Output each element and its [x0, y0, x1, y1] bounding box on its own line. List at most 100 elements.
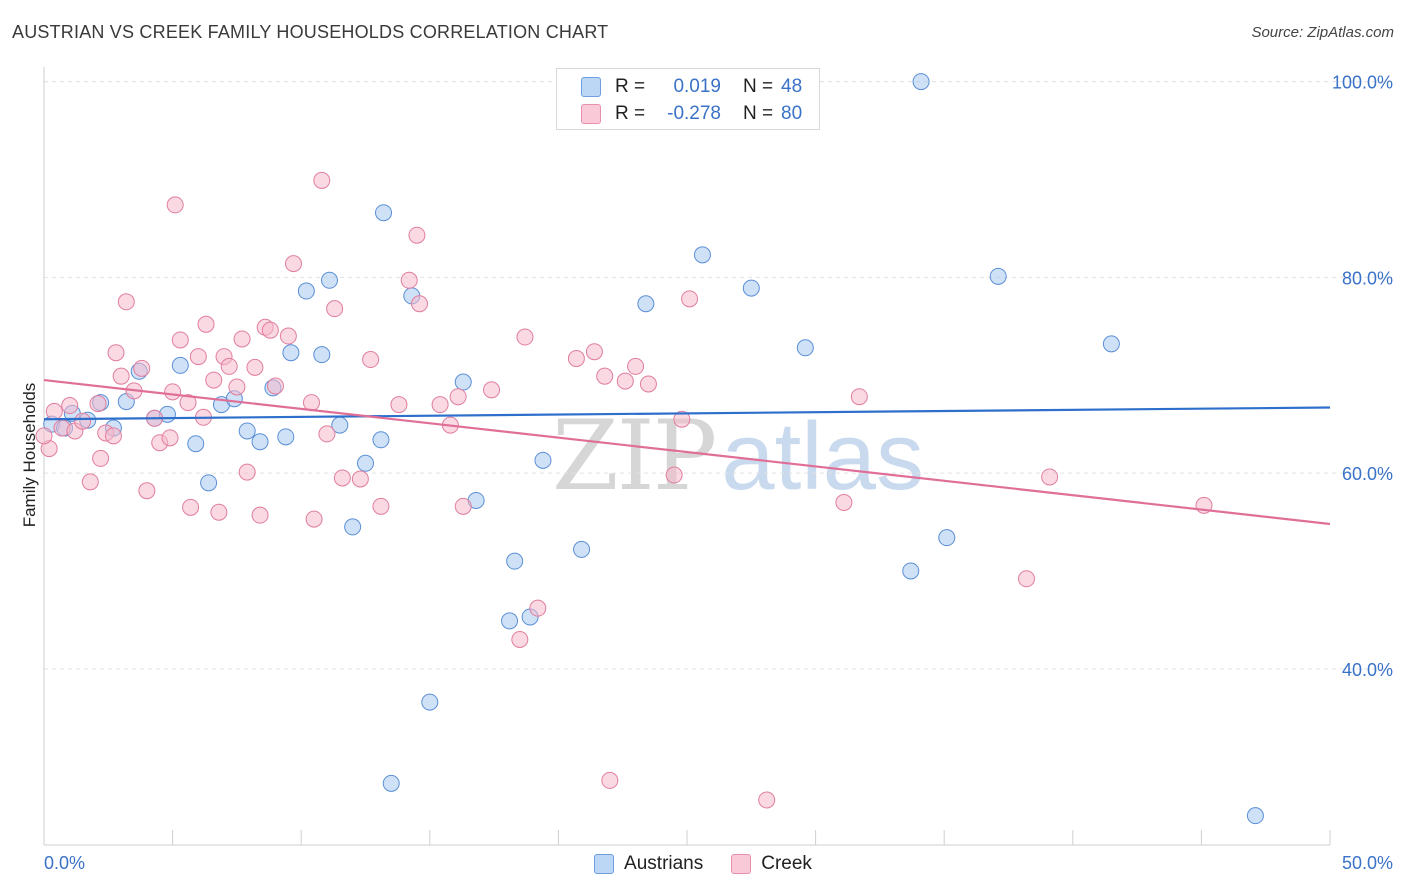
- legend-row-creek: R = -0.278 N = 80: [581, 102, 802, 126]
- creek-point: [431, 396, 449, 414]
- austrians-point: [1102, 335, 1120, 353]
- creek-point: [601, 771, 619, 789]
- austrians-point: [357, 454, 374, 472]
- creek-point: [220, 357, 238, 375]
- creek-point: [89, 395, 107, 413]
- creek-point: [411, 295, 429, 313]
- austrians-point: [313, 346, 331, 364]
- creek-point: [351, 470, 369, 488]
- legend-item-austrians: Austrians: [594, 853, 703, 875]
- creek-point: [681, 290, 699, 308]
- x-tick-label: 50.0%: [1342, 853, 1393, 873]
- austrians-point: [938, 529, 956, 547]
- creek-point: [305, 510, 323, 528]
- creek-point: [665, 466, 683, 484]
- creek-point: [179, 394, 197, 412]
- creek-point: [362, 351, 380, 369]
- creek-point: [516, 328, 534, 346]
- austrians-n-value: 48: [781, 76, 803, 97]
- y-tick-label: 80.0%: [1342, 268, 1393, 288]
- creek-point: [567, 350, 585, 368]
- creek-point: [251, 506, 269, 524]
- creek-point: [326, 300, 344, 318]
- creek-point: [74, 412, 92, 430]
- austrians-point: [637, 295, 655, 313]
- creek-swatch: [581, 104, 601, 124]
- creek-point: [266, 377, 284, 395]
- creek-point: [197, 315, 215, 333]
- chart-title: AUSTRIAN VS CREEK FAMILY HOUSEHOLDS CORR…: [12, 22, 609, 42]
- creek-point: [390, 396, 408, 414]
- creek-point: [238, 463, 256, 481]
- creek-point: [1041, 468, 1059, 486]
- creek-point: [279, 327, 297, 345]
- austrians-point: [251, 433, 269, 451]
- austrians-point: [238, 422, 256, 440]
- austrians-point: [344, 518, 362, 536]
- austrians-point: [421, 693, 439, 711]
- creek-point: [850, 388, 868, 406]
- creek-point: [164, 383, 182, 401]
- creek-point: [616, 372, 634, 390]
- austrians-point: [454, 373, 472, 391]
- austrians-point: [382, 774, 400, 792]
- creek-point: [758, 791, 776, 809]
- creek-r-label: R =: [615, 103, 646, 124]
- austrians-point: [912, 73, 930, 91]
- x-tick-label: 0.0%: [44, 853, 85, 873]
- creek-point: [189, 348, 207, 366]
- austrians-swatch: [581, 77, 601, 97]
- austrians-point: [277, 428, 295, 446]
- legend-row-austrians: R = 0.019 N = 48: [581, 75, 802, 99]
- creek-point: [333, 469, 351, 487]
- austrians-trend-line: [43, 406, 1331, 421]
- creek-point: [408, 226, 426, 244]
- austrians-r-value: 0.019: [673, 76, 721, 97]
- creek-point: [284, 255, 302, 273]
- austrians-point: [506, 552, 524, 570]
- creek-point: [210, 503, 228, 521]
- y-tick-label: 60.0%: [1342, 464, 1393, 484]
- creek-r-value: -0.278: [667, 103, 721, 124]
- creek-point: [835, 493, 853, 511]
- austrians-point: [297, 282, 315, 300]
- creek-point: [449, 388, 467, 406]
- creek-point: [313, 171, 331, 189]
- creek-point: [639, 375, 657, 393]
- austrians-point: [200, 474, 218, 492]
- y-tick-label: 100.0%: [1332, 73, 1393, 93]
- austrians-point: [372, 431, 390, 449]
- creek-point: [400, 271, 418, 289]
- creek-point: [302, 394, 320, 412]
- creek-trend-line: [43, 379, 1331, 526]
- legend-label-austrians: Austrians: [624, 853, 704, 874]
- creek-point: [92, 449, 110, 467]
- creek-n-label: N =: [743, 103, 774, 124]
- creek-point: [171, 331, 189, 349]
- creek-point: [246, 358, 264, 376]
- creek-point: [318, 425, 336, 443]
- creek-point: [596, 367, 614, 385]
- creek-point: [166, 196, 184, 214]
- creek-n-value: 80: [781, 103, 803, 124]
- creek-point: [673, 410, 691, 428]
- austrians-point: [534, 451, 552, 469]
- creek-point: [1018, 570, 1036, 588]
- austrians-r-label: R =: [615, 76, 646, 97]
- austrians-point: [573, 540, 591, 558]
- creek-point: [45, 402, 63, 420]
- legend-item-creek: Creek: [731, 853, 812, 875]
- creek-point: [511, 630, 529, 648]
- austrians-point: [282, 344, 300, 362]
- austrians-point: [796, 339, 814, 357]
- source-label: Source: ZipAtlas.com: [1251, 24, 1394, 41]
- creek-point: [107, 344, 125, 362]
- creek-point: [112, 367, 130, 385]
- correlation-legend: R = 0.019 N = 48 R = -0.278 N = 80: [556, 68, 820, 130]
- austrians-n-label: N =: [743, 76, 774, 97]
- austrians-point: [320, 271, 338, 289]
- creek-point: [483, 381, 501, 399]
- legend-swatch-austrians: [594, 854, 615, 874]
- creek-point: [627, 357, 645, 375]
